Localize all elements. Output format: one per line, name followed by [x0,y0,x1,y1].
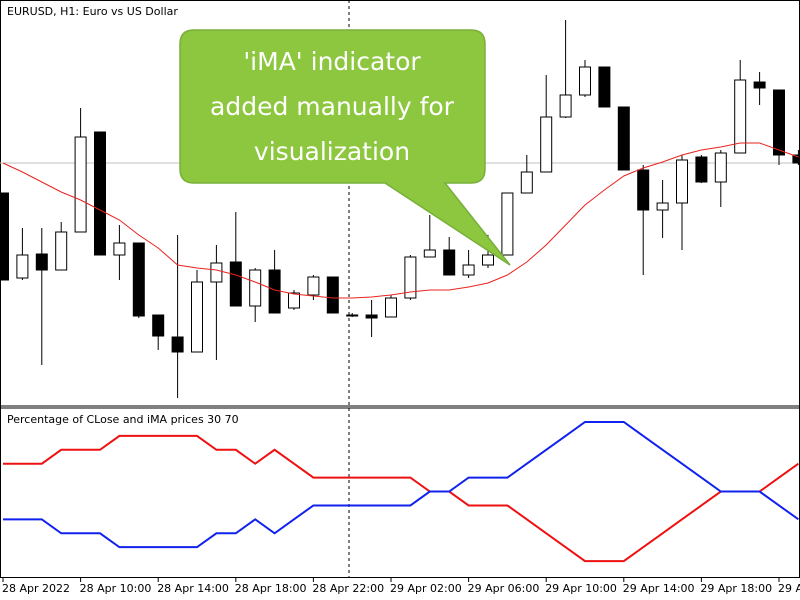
candle-body [94,131,106,256]
candle-body [482,254,494,266]
candle-body [288,292,300,309]
candle-body [676,159,688,204]
candle-body [637,169,650,211]
candle-body [55,231,68,271]
candle-body [171,336,184,353]
x-tick-label: 29 Apr 02:00 [390,582,462,595]
x-tick-label: 29 Apr 14:00 [623,582,695,595]
x-tick-label: 28 Apr 14:00 [157,582,229,595]
x-tick-label: 29 Apr 06:00 [468,582,540,595]
candle-body [695,156,708,183]
annotation-text: added manually for [210,92,455,121]
chart-title: EURUSD, H1: Euro vs US Dollar [7,5,178,18]
candle-body [753,81,766,89]
candle-body [520,171,533,194]
annotation: 'iMA' indicator added manually for visua… [179,29,511,266]
x-tick-label: 28 Apr 10:00 [80,582,152,595]
candle-body [559,94,572,118]
indicator-line [3,434,799,563]
candle-body [734,79,747,154]
candle-body [307,276,320,296]
candle-body [714,152,727,183]
candle-body [656,202,669,211]
annotation-text: visualization [254,137,410,166]
candle-body [16,254,29,279]
candle-body [268,269,281,314]
candle-body [540,116,553,173]
candle-body [0,192,9,281]
indicator-line [3,420,799,549]
candle-body [229,261,242,307]
x-tick-label: 28 Apr 22:00 [312,582,384,595]
candle-body [152,314,165,337]
candle-body [346,314,359,317]
candle-body [404,256,417,299]
candle-body [423,249,436,258]
x-tick-label: 29 Apr 22:00 [778,582,800,595]
candle-body [249,269,262,307]
candle-body [74,136,87,233]
plot-area: 28 Apr 2022 28 Apr 10:00 28 Apr 14:00 28 Ap… [0,20,800,595]
candle-body [617,106,630,171]
x-tick-label: 29 Apr 18:00 [700,582,772,595]
callout-bubble [179,29,511,266]
annotation-text: 'iMA' indicator [243,47,421,76]
x-tick-label: 28 Apr 2022 [2,582,70,595]
candle-body [191,281,203,353]
candle-body [210,262,223,283]
candle-body [792,154,800,164]
x-tick-label: 29 Apr 10:00 [545,582,617,595]
candle-body [385,297,397,318]
candle-body [773,89,785,156]
candle-body [598,66,611,108]
candle-body [132,242,145,317]
indicator-title: Percentage of CLose and iMA prices 30 70 [7,413,239,426]
x-tick-label: 28 Apr 18:00 [235,582,307,595]
candle-body [443,249,456,276]
candle-body [35,253,48,271]
moving-average-line [2,142,799,299]
candle-body [365,314,378,319]
candle-body [501,192,514,256]
candle-body [113,242,126,256]
candle-body [326,276,339,314]
candle-body [462,264,475,276]
candle-body [579,66,591,96]
